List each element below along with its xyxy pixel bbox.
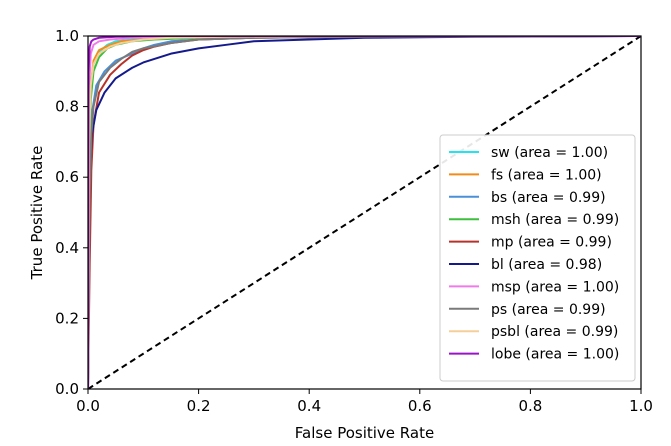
y-tick-label: 1.0 [55, 27, 79, 45]
x-axis-label: False Positive Rate [295, 424, 434, 442]
legend-label: ps (area = 0.99) [491, 302, 606, 318]
axes-frame [87, 35, 642, 390]
x-tick-label: 0.6 [408, 397, 432, 415]
y-tick-label: 0.2 [55, 309, 79, 327]
series-line-5 [88, 36, 641, 389]
x-tick-label: 0.2 [187, 397, 211, 415]
x-tick-label: 0.0 [76, 397, 100, 415]
y-axis-label: True Positive Rate [28, 146, 46, 281]
legend: sw (area = 1.00) fs (area = 1.00) bs (area… [439, 134, 636, 382]
axes: 0.0 0.2 0.4 0.6 0.8 1.0 0.0 0.2 0.4 0.6 0.8 1.0 Fals… [28, 27, 653, 442]
legend-label: msp (area = 1.00) [491, 279, 619, 295]
x-tick-label: 0.4 [297, 397, 321, 415]
y-tick-label: 0.8 [55, 98, 79, 116]
legend-label: mp (area = 0.99) [491, 235, 612, 251]
y-tick-label: 0.4 [55, 239, 79, 257]
series-line-7 [88, 36, 641, 389]
x-tick-label: 1.0 [629, 397, 653, 415]
series-line-9 [88, 36, 641, 389]
legend-box [439, 134, 636, 382]
legend-label: psbl (area = 0.99) [491, 324, 618, 340]
legend-label: lobe (area = 1.00) [491, 347, 619, 363]
legend-label: msh (area = 0.99) [491, 212, 619, 228]
legend-label: fs (area = 1.00) [491, 167, 602, 183]
legend-label: bl (area = 0.98) [491, 257, 602, 273]
y-tick-label: 0.0 [55, 380, 79, 398]
y-tick-label: 0.6 [55, 168, 79, 186]
legend-label: sw (area = 1.00) [491, 145, 608, 161]
legend-label: bs (area = 0.99) [491, 190, 606, 206]
x-tick-label: 0.8 [518, 397, 542, 415]
